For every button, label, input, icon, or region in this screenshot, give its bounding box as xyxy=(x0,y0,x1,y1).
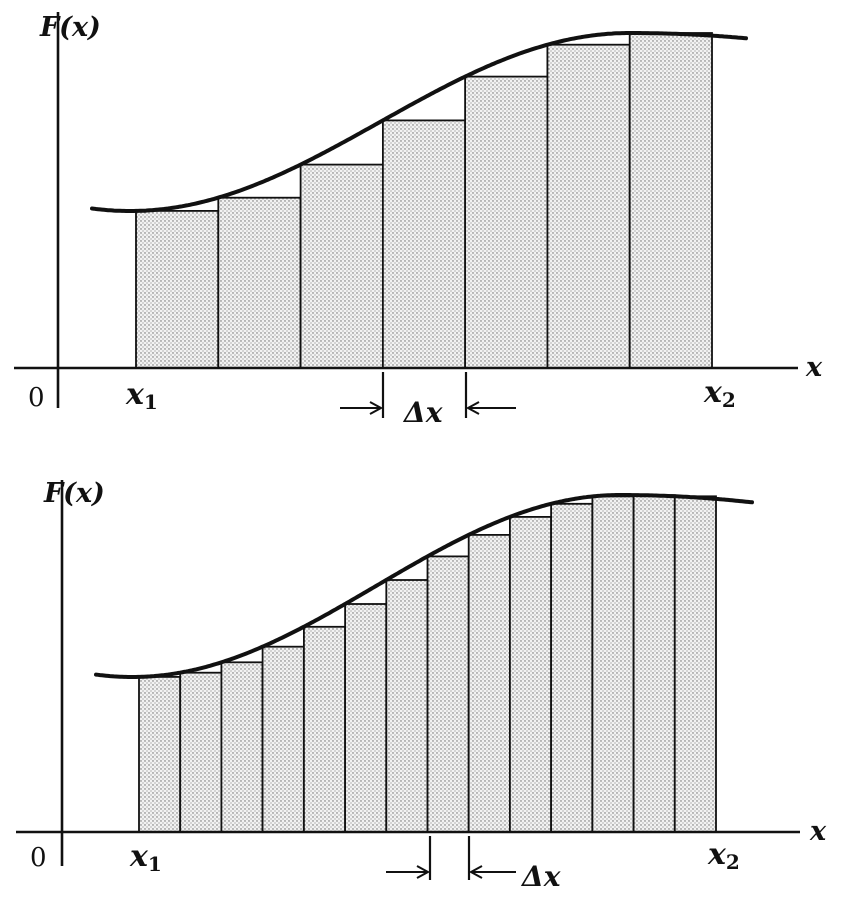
riemann-rectangle xyxy=(591,495,635,833)
bottom-dx-left-arrow xyxy=(386,865,431,879)
riemann-rectangle xyxy=(385,579,429,833)
top-x2-label: x2 xyxy=(703,375,736,412)
top-dx-right-arrow xyxy=(465,401,516,415)
top-dx-label: Δx xyxy=(402,396,443,429)
riemann-rectangle xyxy=(464,75,549,369)
top-panel: F(x) x 0 x1 x2 Δx xyxy=(14,12,823,429)
riemann-rectangle xyxy=(302,625,346,833)
riemann-rectangle xyxy=(426,555,470,833)
riemann-rectangle xyxy=(632,494,676,833)
riemann-rectangle xyxy=(673,495,717,833)
riemann-rectangle xyxy=(261,645,305,833)
riemann-rectangle xyxy=(550,502,594,833)
bottom-x1-label: x1 xyxy=(129,839,162,876)
bottom-dx-right-arrow xyxy=(468,865,516,879)
bottom-panel: F(x) x 0 x1 x2 Δx xyxy=(16,478,827,893)
bottom-x2-label: x2 xyxy=(707,837,740,874)
top-origin-label: 0 xyxy=(28,383,45,413)
top-x-axis-label: x xyxy=(805,352,823,383)
riemann-rectangle xyxy=(546,43,631,369)
riemann-rectangle xyxy=(217,196,302,369)
top-x1-label: x1 xyxy=(125,377,158,414)
bottom-rectangles xyxy=(138,494,717,833)
bottom-dx-label: Δx xyxy=(520,860,561,893)
bottom-curve xyxy=(94,493,754,679)
riemann-rectangle xyxy=(138,676,182,833)
riemann-rectangle xyxy=(344,603,388,833)
riemann-rectangle xyxy=(135,209,220,369)
top-rectangles xyxy=(135,32,713,369)
bottom-x-axis-label: x xyxy=(809,816,827,847)
riemann-rectangle xyxy=(299,163,384,369)
riemann-rectangle xyxy=(381,119,467,369)
riemann-rectangle xyxy=(508,516,552,833)
top-curve xyxy=(90,31,748,213)
top-dx-left-arrow xyxy=(340,401,384,415)
riemann-rectangle xyxy=(179,671,223,833)
bottom-origin-label: 0 xyxy=(30,843,47,873)
bottom-y-axis-label: F(x) xyxy=(43,478,105,509)
top-y-axis-label: F(x) xyxy=(39,12,101,43)
riemann-rectangle xyxy=(467,534,511,833)
riemann-rectangle xyxy=(628,32,713,369)
riemann-rectangle xyxy=(220,661,264,833)
